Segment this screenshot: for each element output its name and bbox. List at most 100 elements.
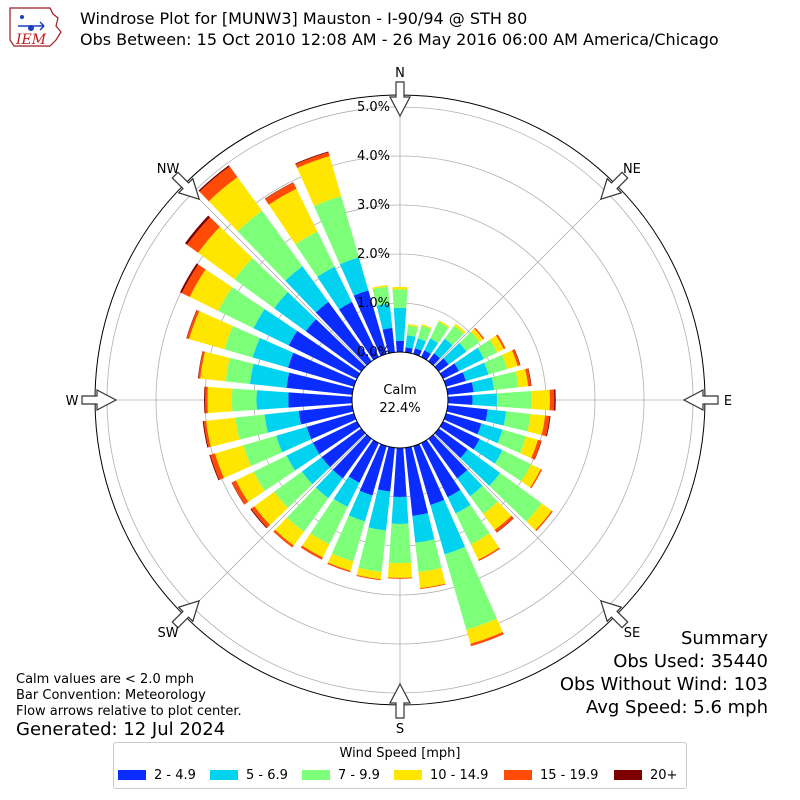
windrose-bar-segment [388, 523, 412, 564]
windrose-bar-segment [198, 165, 230, 192]
windrose-bar-segment [264, 410, 302, 433]
windrose-bar-segment [205, 386, 208, 414]
windrose-bar-segment [243, 435, 283, 467]
windrose-bar-segment [470, 533, 500, 560]
direction-label: NE [623, 162, 641, 177]
windrose-bar-segment [181, 264, 206, 297]
windrose-bar-segment [421, 439, 461, 498]
windrose-bar-segment [530, 468, 543, 489]
windrose-bar-segment [527, 368, 532, 386]
windrose-bar-segment [348, 490, 373, 522]
windrose-bar-segment [301, 457, 331, 485]
flow-arrow-icon [81, 389, 118, 411]
radial-gridline [184, 399, 401, 616]
windrose-bar-segment [274, 471, 313, 509]
windrose-bar-segment [438, 320, 450, 328]
flow-arrow-icon [599, 599, 629, 629]
windrose-bar-segment [321, 428, 366, 468]
radial-gridline [184, 184, 401, 401]
windrose-bar-segment [356, 567, 382, 580]
windrose-bar-segment [185, 215, 211, 245]
legend-swatch [302, 770, 330, 780]
chart-subtitle: Obs Between: 15 Oct 2010 12:08 AM - 26 M… [80, 30, 719, 49]
radial-tick-label: 4.0% [357, 149, 390, 164]
windrose-bar-segment [315, 301, 372, 366]
windrose-bar-segment [353, 290, 387, 357]
windrose-bar-segment [333, 476, 360, 507]
windrose-bar-segment [231, 482, 245, 505]
windrose-bar-segment [457, 469, 483, 497]
windrose-bar-segment [332, 434, 372, 479]
calm-circle [351, 351, 449, 449]
legend-title: Wind Speed [mph] [339, 746, 461, 761]
windrose-bar-segment [530, 389, 550, 411]
windrose-bar-segment [254, 491, 288, 526]
windrose-bar-segment [204, 386, 206, 414]
windrose-bar-segment [198, 351, 206, 379]
legend-swatch [614, 770, 642, 780]
windrose-bar-segment [203, 420, 211, 448]
legend-label: 15 - 19.9 [540, 768, 599, 783]
windrose-bar-segment [276, 426, 312, 453]
windrose-bar-segment [444, 546, 497, 630]
legend-swatch [504, 770, 532, 780]
summary-obs-without-wind: Obs Without Wind: 103 [559, 674, 768, 695]
legend-label: 20+ [650, 768, 678, 783]
windrose-bar-segment [295, 151, 329, 165]
windrose-bar-segment [473, 439, 503, 464]
windrose-bar-segment [202, 420, 209, 448]
windrose-bar-segment [494, 515, 514, 533]
flow-arrow-icon [599, 171, 629, 201]
windrose-bar-segment [234, 257, 288, 309]
windrose-bar-segment [511, 349, 521, 367]
generated-date: Generated: 12 Jul 2024 [16, 719, 226, 740]
windrose-bar-segment [274, 517, 304, 546]
windrose-bar-segment [189, 311, 233, 350]
windrose-bar-segment [428, 434, 468, 479]
windrose-bar-segment [306, 413, 357, 440]
windrose-bar-segment [395, 340, 405, 353]
windrose-bar-segment [356, 575, 381, 581]
legend-item: 10 - 14.9 [394, 768, 488, 784]
windrose-bar-segment [443, 342, 467, 365]
windrose-bar-segment [525, 368, 532, 387]
windrose-bar-segment [485, 409, 507, 426]
windrose-bar-segment [300, 545, 323, 560]
windrose-bar-segment [393, 307, 407, 341]
legend: Wind Speed [mph] 2 - 4.9 5 - 6.9 7 - 9.9… [113, 742, 687, 789]
windrose-bar-segment [210, 453, 224, 480]
calm-label: Calm [383, 383, 416, 398]
windrose-bar-segment [430, 499, 466, 555]
windrose-bar-segment [186, 309, 198, 339]
calm-value: 22.4% [379, 401, 420, 416]
windrose-bar-segment [256, 390, 289, 410]
windrose-bar-segment [288, 330, 361, 379]
windrose-bar-segment [553, 389, 556, 411]
windrose-bar-segment [483, 501, 512, 530]
windrose-bar-segment [249, 363, 290, 388]
windrose-bar-segment [393, 447, 407, 497]
windrose-bar-segment [521, 464, 541, 488]
windrose-bar-segment [189, 269, 233, 311]
windrose-bar-segment [494, 450, 532, 482]
windrose-bar-segment [392, 289, 408, 309]
windrose-bar-segment [231, 480, 249, 505]
windrose-bar-segment [253, 455, 296, 491]
windrose-bar-segment [466, 618, 503, 644]
windrose-bar-segment [417, 325, 432, 342]
windrose-bar-segment [489, 473, 542, 522]
windrose-bar-segment [372, 285, 388, 290]
windrose-bar-segment [535, 510, 553, 532]
windrose-bar-segment [406, 325, 419, 337]
windrose-bar-segment [491, 371, 519, 390]
legend-item: 2 - 4.9 [118, 768, 196, 784]
windrose-bar-segment [474, 327, 485, 340]
windrose-bar-segment [295, 152, 330, 168]
windrose-bar-segment [472, 393, 497, 407]
windrose-bar-segment [198, 226, 253, 280]
windrose-bar-segment [273, 529, 294, 548]
windrose-bar-segment [377, 446, 395, 492]
windrose-bar-segment [459, 331, 480, 352]
windrose-bar-segment [331, 515, 365, 562]
